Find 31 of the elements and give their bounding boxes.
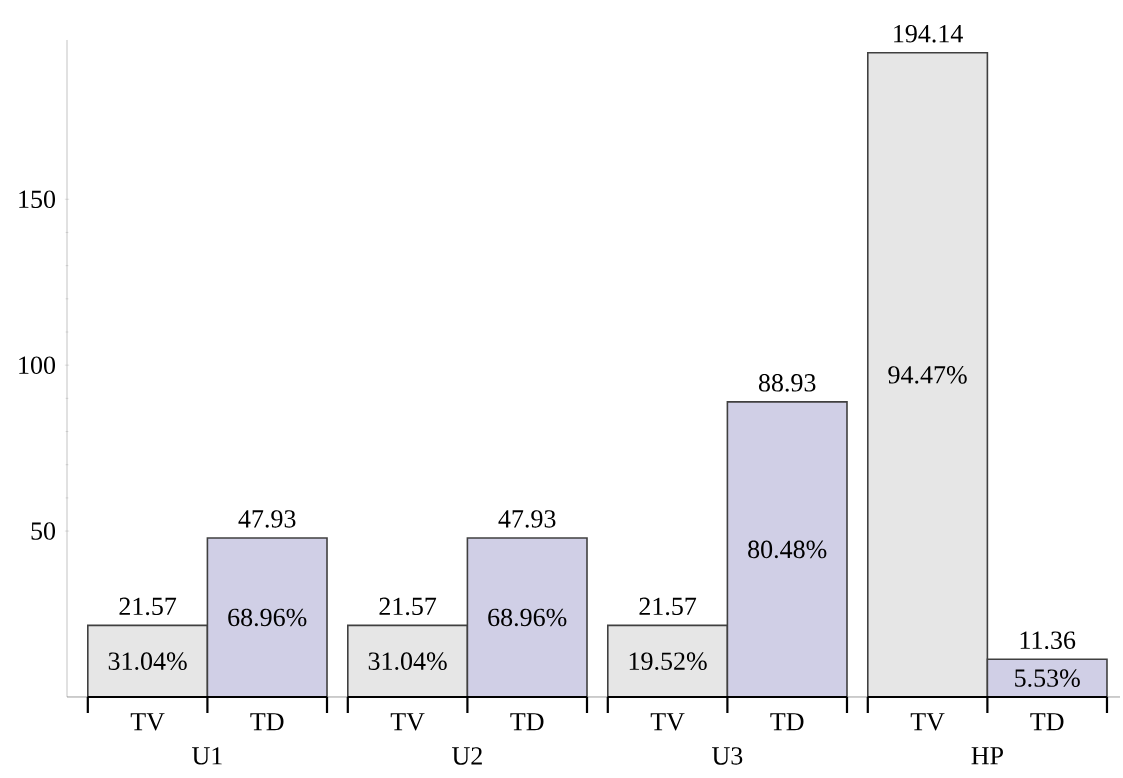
text: TV: [910, 713, 945, 731]
x-tick-label: U3: [712, 747, 743, 765]
data-label: 21.57: [119, 597, 177, 616]
text: TV: [390, 713, 425, 731]
x-tick-label: U1: [192, 747, 222, 765]
x-tick-label: HP: [971, 747, 1003, 765]
annotation: 5.53%: [1015, 669, 1080, 687]
annotation: 31.04%: [368, 652, 447, 671]
annotation: 68.96%: [488, 608, 567, 627]
data-label: 88.93: [758, 374, 816, 392]
series-label: TD: [250, 713, 284, 731]
data-label: 47.93: [238, 510, 296, 528]
annotation: 68.96%: [228, 608, 307, 627]
text: TD: [770, 713, 804, 731]
data-label: 21.57: [639, 597, 697, 616]
text: TD: [1030, 713, 1064, 731]
data-label: 11.36: [1020, 631, 1076, 650]
text: TV: [650, 713, 685, 731]
data-label: 194.14: [894, 25, 963, 43]
x-tick-label: U2: [452, 747, 482, 765]
y-tick-label: 150: [19, 190, 56, 209]
series-label: TV: [130, 713, 165, 731]
annotation: 19.52%: [629, 652, 707, 671]
annotation: 94.47%: [888, 366, 967, 384]
text: TD: [510, 713, 544, 731]
y-tick-label: 50: [31, 522, 56, 540]
annotation: 80.48%: [748, 540, 827, 559]
y-tick-label: 100: [19, 356, 56, 374]
data-label: 21.57: [379, 597, 437, 616]
annotation: 31.04%: [108, 652, 187, 671]
data-label: 47.93: [498, 510, 556, 528]
